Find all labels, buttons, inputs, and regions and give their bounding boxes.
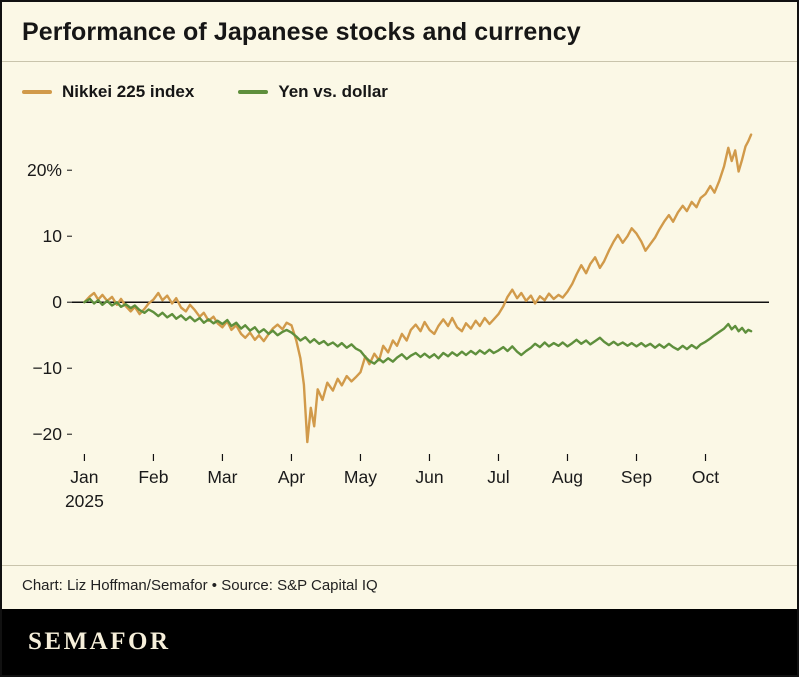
svg-text:May: May bbox=[344, 467, 377, 487]
legend-label-yen: Yen vs. dollar bbox=[278, 82, 388, 101]
svg-text:Jun: Jun bbox=[415, 467, 443, 487]
nikkei-line-swatch-icon bbox=[22, 90, 52, 94]
chart-header: Performance of Japanese stocks and curre… bbox=[2, 2, 797, 62]
svg-text:Apr: Apr bbox=[278, 467, 305, 487]
line-chart: −20 −10 0 10 20% Jan 2025 Feb Mar Apr May Jun Jul Aug… bbox=[27, 133, 769, 511]
svg-text:Sep: Sep bbox=[621, 467, 652, 487]
legend-item-nikkei: Nikkei 225 index bbox=[22, 82, 194, 102]
legend-label-nikkei: Nikkei 225 index bbox=[62, 82, 195, 101]
page-title: Performance of Japanese stocks and curre… bbox=[22, 18, 581, 46]
svg-text:−20: −20 bbox=[32, 424, 62, 444]
svg-text:Jul: Jul bbox=[487, 467, 509, 487]
svg-text:Oct: Oct bbox=[692, 467, 719, 487]
svg-text:20%: 20% bbox=[27, 160, 62, 180]
svg-text:Mar: Mar bbox=[207, 467, 237, 487]
semafor-logo: SEMAFOR bbox=[28, 628, 171, 655]
svg-text:2025: 2025 bbox=[65, 491, 104, 511]
svg-text:Aug: Aug bbox=[552, 467, 583, 487]
svg-text:10: 10 bbox=[43, 226, 63, 246]
yen-line-swatch-icon bbox=[238, 90, 269, 94]
svg-text:0: 0 bbox=[52, 292, 62, 312]
chart-area: −20 −10 0 10 20% Jan 2025 Feb Mar Apr May Jun Jul Aug… bbox=[2, 112, 797, 565]
chart-legend: Nikkei 225 index Yen vs. dollar bbox=[2, 62, 797, 112]
svg-text:Jan: Jan bbox=[70, 467, 98, 487]
legend-item-yen: Yen vs. dollar bbox=[238, 82, 388, 102]
svg-text:Feb: Feb bbox=[138, 467, 168, 487]
logo-bar: SEMAFOR bbox=[2, 609, 797, 675]
svg-text:−10: −10 bbox=[32, 358, 62, 378]
chart-credit: Chart: Liz Hoffman/Semafor • Source: S&P… bbox=[2, 565, 797, 609]
